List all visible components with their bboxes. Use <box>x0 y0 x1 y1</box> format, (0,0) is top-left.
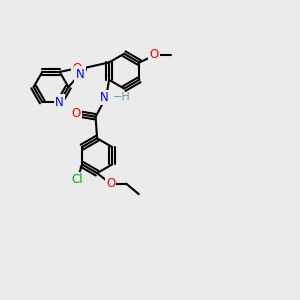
Text: O: O <box>72 62 81 75</box>
Text: N: N <box>100 91 109 104</box>
Text: −H: −H <box>113 92 130 102</box>
Text: Cl: Cl <box>72 173 83 186</box>
Text: O: O <box>106 177 115 190</box>
Text: N: N <box>55 96 64 109</box>
Text: N: N <box>76 68 84 81</box>
Text: O: O <box>150 48 159 62</box>
Text: O: O <box>71 107 81 120</box>
